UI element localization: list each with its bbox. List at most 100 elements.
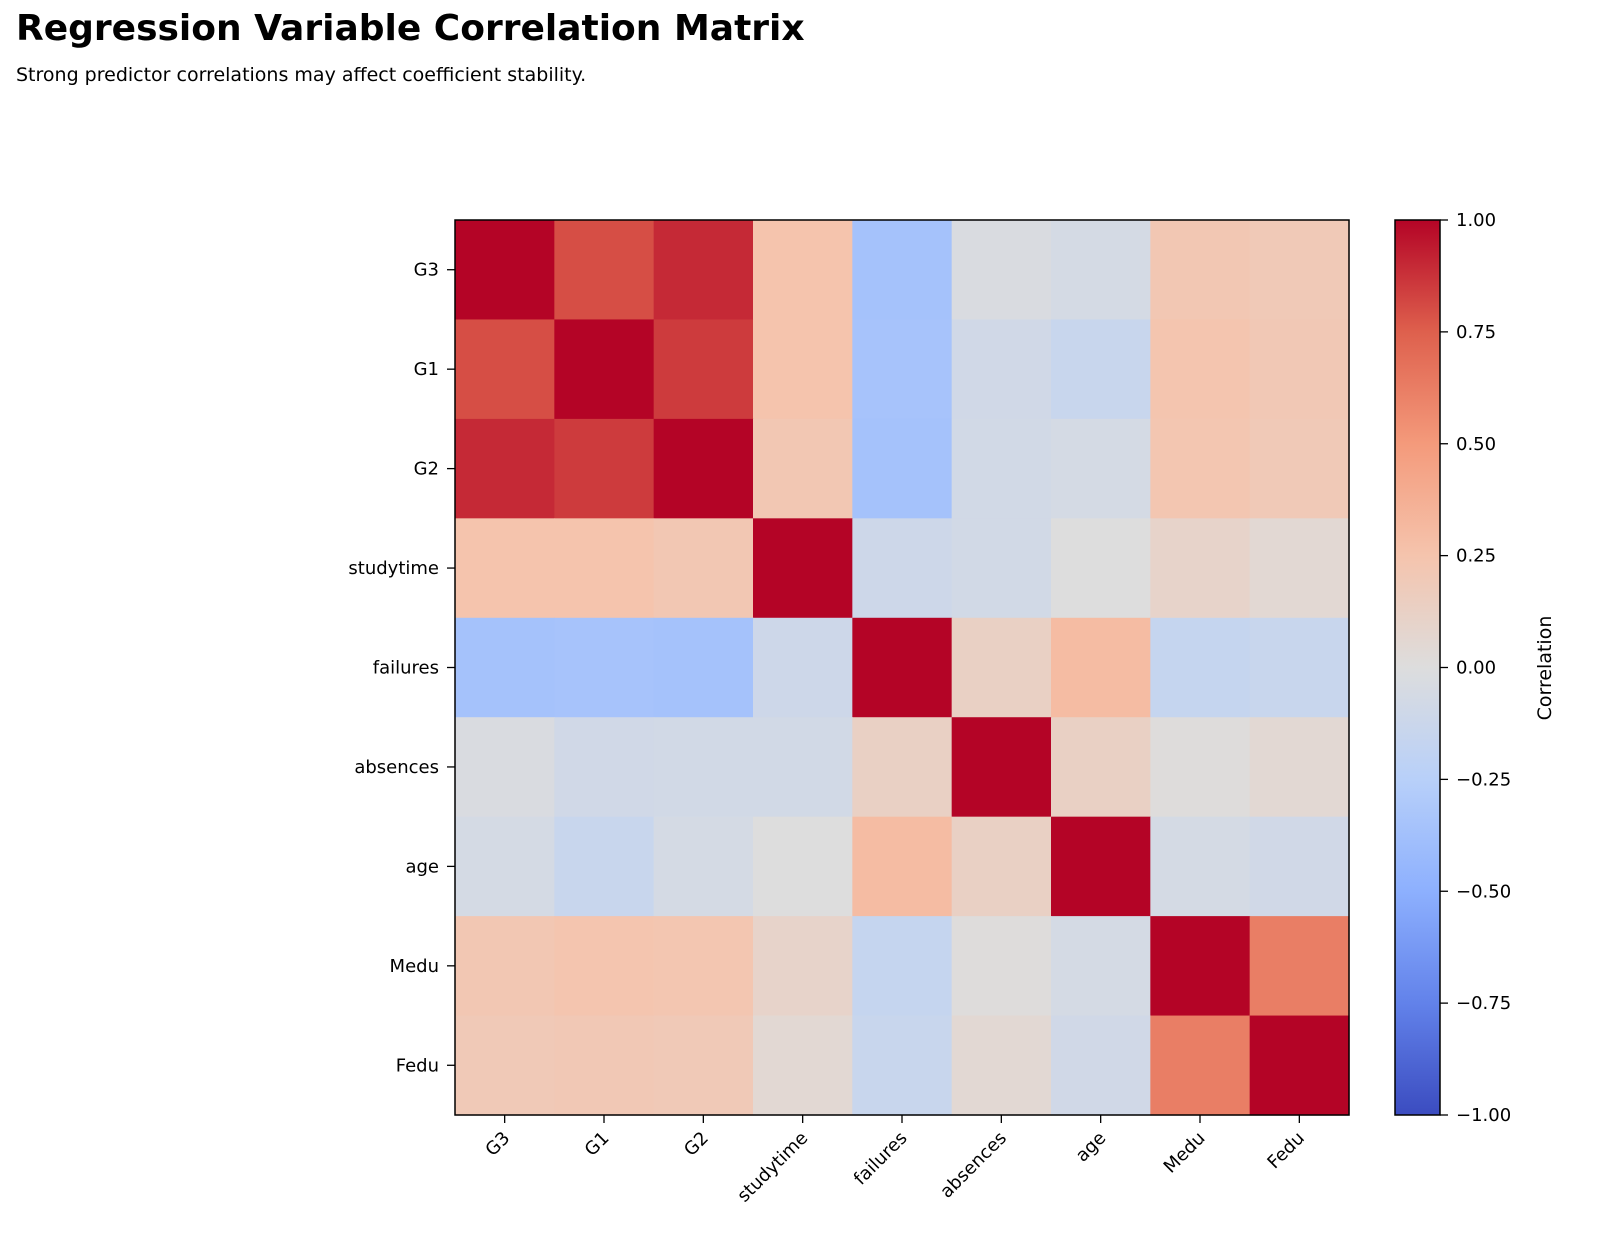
heatmap-cell — [1051, 816, 1151, 917]
heatmap-cell — [753, 518, 853, 619]
heatmap-cell — [653, 319, 754, 420]
heatmap-cell — [753, 717, 853, 818]
colorbar-tick-label: 1.00 — [1456, 210, 1496, 231]
colorbar-tick-label: 0.00 — [1456, 658, 1496, 679]
heatmap-cell — [1249, 916, 1350, 1017]
heatmap-cell — [1051, 220, 1151, 321]
heatmap-cell — [951, 617, 1052, 718]
heatmap-cell — [1150, 518, 1251, 619]
colorbar-tick-label: 0.75 — [1456, 322, 1496, 343]
x-tick-label: absences — [936, 1128, 1011, 1203]
heatmap-cell — [653, 1015, 754, 1116]
x-tick-label: G3 — [481, 1128, 514, 1161]
heatmap-cell — [455, 916, 555, 1017]
heatmap-cell — [753, 1015, 853, 1116]
heatmap-cell — [554, 518, 655, 619]
heatmap-cell — [554, 1015, 655, 1116]
heatmap-cell — [455, 220, 555, 321]
heatmap-cell — [852, 617, 953, 718]
heatmap-cell — [852, 319, 953, 420]
heatmap-cell — [1051, 319, 1151, 420]
heatmap-cell — [554, 717, 655, 818]
y-tick-label: age — [405, 856, 439, 877]
heatmap-cell — [1249, 717, 1350, 818]
heatmap-cell — [753, 418, 853, 519]
heatmap-cell — [1150, 916, 1251, 1017]
heatmap-cell — [653, 617, 754, 718]
colorbar-tick-label: −0.50 — [1456, 881, 1511, 902]
heatmap-cell — [653, 717, 754, 818]
x-tick-label: G2 — [680, 1128, 713, 1161]
heatmap-cell — [1249, 1015, 1350, 1116]
heatmap-cell — [455, 1015, 555, 1116]
heatmap-cell — [653, 220, 754, 321]
heatmap-cell — [1249, 418, 1350, 519]
heatmap-cell — [1051, 418, 1151, 519]
y-tick-label: absences — [354, 757, 439, 778]
heatmap-cell — [1249, 617, 1350, 718]
heatmap-cell — [852, 418, 953, 519]
heatmap-cell — [753, 220, 853, 321]
heatmap-cell — [1249, 518, 1350, 619]
heatmap-cell — [455, 319, 555, 420]
heatmap-cell — [852, 1015, 953, 1116]
heatmap-cell — [852, 816, 953, 917]
heatmap-cell — [455, 418, 555, 519]
heatmap-cell — [1150, 418, 1251, 519]
heatmap-cell — [1051, 1015, 1151, 1116]
heatmap-cell — [653, 518, 754, 619]
heatmap-cell — [554, 220, 655, 321]
heatmap-cell — [1150, 1015, 1251, 1116]
heatmap-cell — [951, 220, 1052, 321]
heatmap-cell — [1249, 816, 1350, 917]
heatmap-cell — [455, 816, 555, 917]
x-tick-label: age — [1072, 1128, 1111, 1167]
y-tick-label: Medu — [390, 956, 439, 977]
heatmap-cell — [753, 319, 853, 420]
heatmap-cell — [852, 220, 953, 321]
heatmap-cell — [1051, 518, 1151, 619]
colorbar-tick-label: −0.25 — [1456, 769, 1511, 790]
heatmap-cell — [753, 617, 853, 718]
heatmap-cell — [1249, 220, 1350, 321]
heatmap-cell — [852, 916, 953, 1017]
heatmap-cell — [653, 418, 754, 519]
heatmap-cell — [951, 916, 1052, 1017]
heatmap-cell — [653, 916, 754, 1017]
y-tick-label: G2 — [414, 459, 439, 480]
x-tick-label: G1 — [581, 1128, 614, 1161]
colorbar-tick-label: −1.00 — [1456, 1105, 1511, 1126]
heatmap-cell — [951, 1015, 1052, 1116]
heatmap-cell — [951, 816, 1052, 917]
heatmap-cell — [753, 816, 853, 917]
heatmap-cell — [1150, 617, 1251, 718]
x-tick-label: Fedu — [1263, 1128, 1308, 1173]
heatmap-cell — [951, 518, 1052, 619]
heatmap-cell — [1249, 319, 1350, 420]
heatmap-cell — [455, 717, 555, 818]
y-tick-label: Fedu — [396, 1055, 439, 1076]
colorbar: 1.00 0.75 0.50 0.25 0.00 −0.25 −0.50 −0.75 −1.00… — [1394, 210, 1556, 1126]
heatmap-cell — [455, 518, 555, 619]
x-tick-label: Medu — [1160, 1128, 1210, 1178]
heatmap-cell — [554, 916, 655, 1017]
y-axis: G3 G1 G2 studytime failures absences age Medu Fe… — [348, 260, 455, 1076]
y-tick-label: G3 — [414, 260, 439, 281]
heatmap-cell — [1150, 717, 1251, 818]
y-tick-label: studytime — [348, 558, 439, 579]
heatmap-cell — [951, 418, 1052, 519]
heatmap-cell — [455, 617, 555, 718]
heatmap-cell — [653, 816, 754, 917]
x-tick-label: studytime — [733, 1128, 812, 1207]
x-tick-label: failures — [850, 1128, 912, 1190]
colorbar-ticks: 1.00 0.75 0.50 0.25 0.00 −0.25 −0.50 −0.75 −1.00 — [1440, 210, 1511, 1126]
colorbar-gradient — [1395, 220, 1440, 1115]
heatmap-cell — [1150, 816, 1251, 917]
y-tick-label: G1 — [414, 359, 439, 380]
heatmap-cell — [1150, 319, 1251, 420]
heatmap-cell — [951, 319, 1052, 420]
heatmap-cell — [951, 717, 1052, 818]
y-tick-label: failures — [373, 658, 439, 679]
x-axis: G3 G1 G2 studytime failures absences age Medu Fe… — [481, 1115, 1309, 1207]
